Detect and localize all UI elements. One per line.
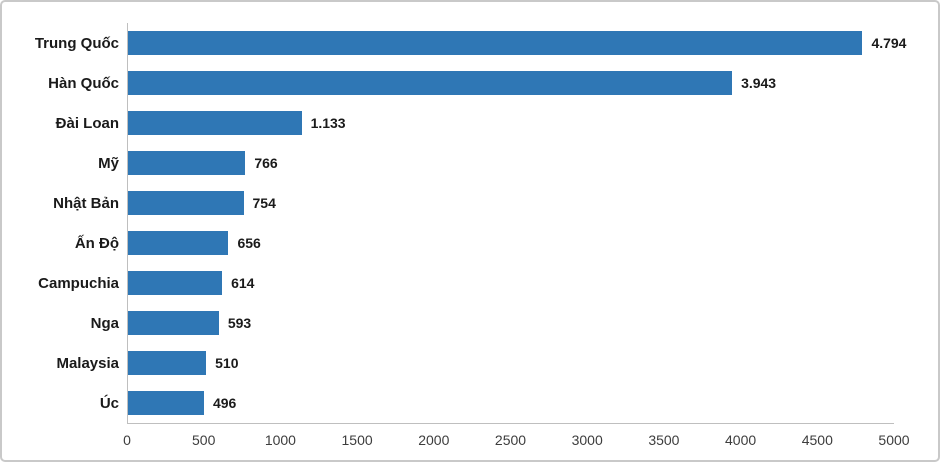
category-label: Nhật Bản [53, 194, 119, 212]
bar-value-label: 4.794 [871, 35, 907, 51]
bar-row: 1.133 [128, 103, 894, 143]
x-axis-tick-label: 2500 [494, 432, 527, 448]
bar-row: 614 [128, 263, 894, 303]
bar-value-label: 3.943 [741, 75, 777, 91]
bar [128, 391, 204, 415]
x-axis-tick-label: 0 [123, 432, 131, 448]
bar-row: 754 [128, 183, 894, 223]
bar-row: 496 [128, 383, 894, 423]
bar [128, 231, 229, 255]
bar-value-label: 1.133 [310, 115, 346, 131]
category-label: Campuchia [38, 275, 119, 293]
x-axis-tick-label: 1500 [341, 432, 373, 448]
bar-value-label: 766 [254, 155, 278, 171]
x-axis: 0 500 1000 1500 2000 2500 3000 3500 4000 4500 5000 [123, 424, 909, 454]
bar-value-label: 510 [215, 355, 239, 371]
category-label: Đài Loan [55, 114, 119, 132]
x-axis-tick-label: 1000 [264, 432, 296, 448]
x-axis-tick-label: 2000 [418, 432, 450, 448]
bar [128, 271, 223, 295]
category-label: Mỹ [98, 154, 119, 172]
bar-value-label: 656 [237, 235, 261, 251]
x-axis-tick-label: 500 [192, 432, 216, 448]
category-label: Nga [90, 315, 119, 333]
category-axis: Trung Quốc Hàn Quốc Đài Loan Mỹ Nhật Bản Ấn Đ… [2, 23, 119, 424]
bar [128, 191, 244, 215]
bar-value-label: 754 [252, 195, 276, 211]
bar-row: 766 [128, 143, 894, 183]
bar-value-label: 614 [231, 275, 255, 291]
bar [128, 311, 219, 335]
bar [128, 71, 733, 95]
category-label: Úc [99, 395, 119, 413]
category-label: Malaysia [56, 355, 119, 373]
bar-row: 656 [128, 223, 894, 263]
category-label: Hàn Quốc [48, 74, 119, 92]
x-axis-tick-label: 5000 [878, 432, 910, 448]
category-label: Ấn Độ [74, 235, 119, 253]
category-label: Trung Quốc [34, 34, 119, 52]
bar [128, 111, 302, 135]
bar [128, 351, 207, 375]
bar-value-label: 593 [227, 315, 252, 331]
x-axis-tick-label: 4500 [801, 432, 833, 448]
bar [128, 31, 863, 55]
bar-value-label: 496 [212, 395, 237, 411]
bar [128, 151, 246, 175]
plot-area: 4.794 3.943 1.133 766 754 656 614 593 510 496 [127, 23, 906, 424]
bar-row: 593 [128, 303, 894, 343]
x-axis-tick-label: 4000 [725, 432, 757, 448]
bar-row: 510 [128, 343, 894, 383]
x-axis-tick-label: 3000 [571, 432, 603, 448]
bar-row: 3.943 [128, 63, 894, 103]
x-axis-tick-label: 3500 [648, 432, 680, 448]
bar-row: 4.794 [128, 23, 906, 63]
